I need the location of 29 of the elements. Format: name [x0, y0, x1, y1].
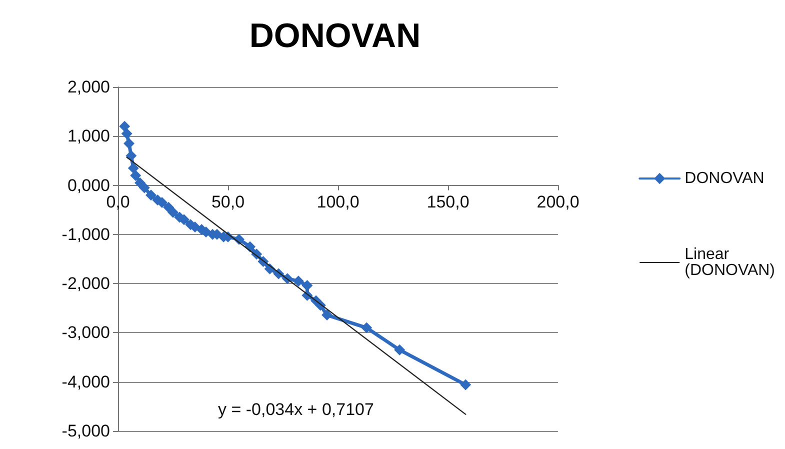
y-tick-label: 2,000 [67, 78, 110, 96]
point [146, 190, 156, 201]
x-tick-label: 100,0 [316, 192, 360, 212]
point [128, 162, 139, 174]
point [130, 170, 142, 181]
point [460, 379, 472, 390]
y-tick-label: -3,000 [62, 323, 110, 342]
point [119, 120, 130, 132]
legend-label: DONOVAN [684, 170, 764, 187]
point [124, 138, 134, 150]
point [121, 128, 132, 140]
y-tick-label: -2,000 [62, 274, 110, 294]
chart-title: DONOVAN [249, 17, 421, 55]
point [394, 344, 406, 356]
x-tick-label: 150,0 [426, 192, 470, 212]
y-tick-label: -4,000 [62, 372, 110, 392]
legend-label: Linear (DONOVAN) [684, 246, 776, 279]
point [138, 182, 150, 194]
point [292, 276, 304, 287]
point [322, 310, 332, 321]
point [361, 322, 372, 334]
point [168, 206, 178, 218]
y-tick-label: -5,000 [62, 422, 110, 440]
x-tick-label: 50,0 [211, 192, 245, 212]
y-tick-label: 0,000 [67, 176, 110, 195]
y-tick-label: -1,000 [62, 224, 110, 244]
annotation: y = -0,034x + 0,7107 [218, 400, 374, 419]
y-tick-label: 1,000 [67, 126, 110, 146]
x-tick-label: 200,0 [536, 192, 580, 212]
